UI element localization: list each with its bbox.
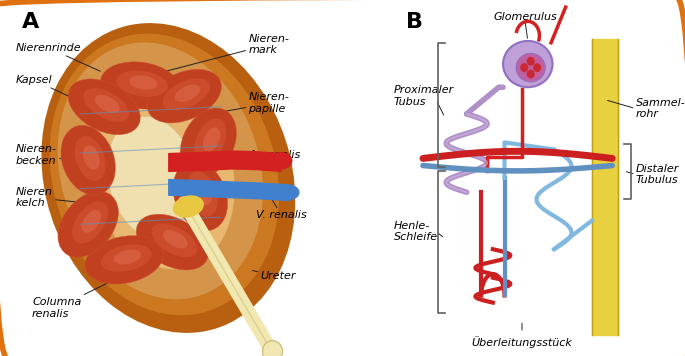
Text: Kapsel: Kapsel: [16, 75, 76, 100]
Ellipse shape: [72, 201, 108, 244]
Ellipse shape: [269, 152, 292, 170]
Ellipse shape: [180, 108, 236, 177]
Text: Nieren-
mark: Nieren- mark: [152, 34, 289, 75]
Ellipse shape: [173, 161, 227, 231]
Text: A: A: [22, 12, 39, 32]
Ellipse shape: [82, 210, 101, 233]
Ellipse shape: [277, 184, 299, 200]
Ellipse shape: [163, 230, 188, 248]
Ellipse shape: [86, 73, 234, 269]
Ellipse shape: [101, 245, 151, 272]
Text: Glomerulus: Glomerulus: [493, 12, 557, 22]
Ellipse shape: [527, 57, 535, 66]
Text: Columna
renalis: Columna renalis: [32, 267, 140, 319]
Ellipse shape: [58, 192, 119, 257]
Text: A. renalis: A. renalis: [249, 150, 301, 161]
Text: Sammel-
rohr: Sammel- rohr: [636, 98, 685, 119]
Ellipse shape: [129, 75, 158, 90]
Text: Nierenrinde: Nierenrinde: [16, 43, 100, 71]
Ellipse shape: [83, 145, 100, 169]
Ellipse shape: [262, 341, 282, 356]
Text: Henle-
Schleife: Henle- Schleife: [394, 221, 438, 242]
Text: V. renalis: V. renalis: [256, 194, 307, 220]
Ellipse shape: [533, 63, 541, 72]
Ellipse shape: [151, 224, 197, 257]
Text: Nieren
kelch: Nieren kelch: [16, 187, 120, 208]
Ellipse shape: [187, 172, 218, 216]
Ellipse shape: [61, 125, 115, 195]
Ellipse shape: [68, 79, 140, 135]
Ellipse shape: [58, 42, 263, 299]
Ellipse shape: [503, 41, 553, 87]
Text: Distaler
Tubulus: Distaler Tubulus: [636, 164, 679, 185]
Text: Nieren-
becken: Nieren- becken: [16, 144, 145, 171]
Ellipse shape: [173, 195, 204, 218]
Ellipse shape: [116, 70, 168, 97]
Ellipse shape: [85, 236, 164, 284]
Ellipse shape: [84, 88, 129, 122]
Text: Proximaler
Tubus: Proximaler Tubus: [394, 85, 454, 107]
Ellipse shape: [516, 53, 545, 82]
Ellipse shape: [41, 23, 295, 333]
Ellipse shape: [195, 119, 227, 163]
Text: Ureter: Ureter: [253, 271, 296, 281]
Ellipse shape: [527, 70, 535, 79]
Ellipse shape: [136, 214, 208, 270]
Ellipse shape: [162, 78, 210, 110]
Ellipse shape: [147, 69, 221, 123]
Text: B: B: [406, 12, 423, 32]
Ellipse shape: [101, 62, 180, 109]
Ellipse shape: [195, 181, 212, 205]
Ellipse shape: [49, 33, 279, 315]
Ellipse shape: [75, 136, 105, 181]
Ellipse shape: [107, 116, 197, 240]
Ellipse shape: [203, 127, 221, 152]
Ellipse shape: [114, 250, 141, 265]
Ellipse shape: [175, 85, 200, 102]
Text: Nieren-
papille: Nieren- papille: [173, 93, 289, 121]
Ellipse shape: [95, 95, 120, 113]
Ellipse shape: [520, 63, 528, 72]
Text: Überleitungsstück: Überleitungsstück: [471, 336, 573, 348]
